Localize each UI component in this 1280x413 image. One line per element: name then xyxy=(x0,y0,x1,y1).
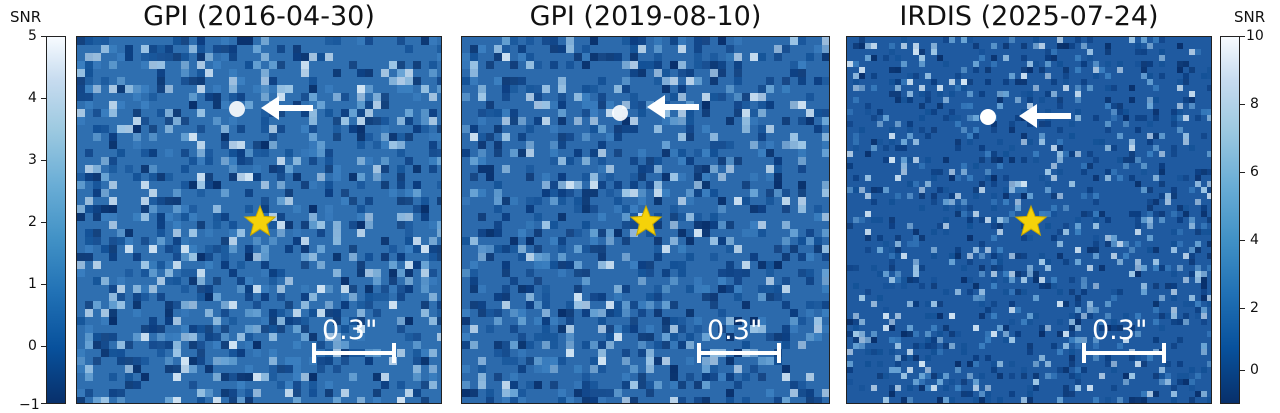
colorbar-right-tick: 6 xyxy=(1250,164,1259,180)
scale-bar xyxy=(1082,343,1166,363)
companion-source xyxy=(229,101,245,117)
companion-source xyxy=(980,109,996,125)
snr-noise-map xyxy=(77,37,441,403)
colorbar-left-tick: −1 xyxy=(19,397,40,413)
arrow-left-icon xyxy=(647,95,699,119)
colorbar-right-tick: 0 xyxy=(1250,362,1259,378)
star-icon xyxy=(1014,204,1048,237)
colorbar-left-tick: 0 xyxy=(28,338,37,354)
snr-noise-map xyxy=(462,37,829,403)
image-panel-1: 0.3" xyxy=(76,36,442,404)
colorbar-right-tick: 8 xyxy=(1250,96,1259,112)
colorbar-right-tick: 4 xyxy=(1250,232,1259,248)
scale-bar-label: 0.3" xyxy=(1092,315,1148,346)
arrow-left-icon xyxy=(261,96,313,120)
colorbar-left-tick: 5 xyxy=(28,28,37,44)
panel-3-title: IRDIS (2025-07-24) xyxy=(899,1,1159,32)
companion-source xyxy=(612,105,628,121)
colorbar-right-label: SNR xyxy=(1234,8,1266,26)
panel-2-title: GPI (2019-08-10) xyxy=(529,1,762,32)
scale-bar xyxy=(697,343,781,363)
scale-bar xyxy=(312,343,396,363)
image-panel-2: 0.3" xyxy=(461,36,830,404)
colorbar-left-tick: 2 xyxy=(28,214,37,230)
scale-bar-label: 0.3" xyxy=(322,315,378,346)
colorbar-left-label: SNR xyxy=(10,8,42,26)
star-icon xyxy=(629,204,663,237)
colorbar-right xyxy=(1220,36,1240,404)
scale-bar-label: 0.3" xyxy=(707,315,763,346)
colorbar-right-tick: 10 xyxy=(1246,28,1264,44)
colorbar-left xyxy=(46,36,66,404)
colorbar-right-tick: 2 xyxy=(1250,300,1259,316)
panel-1-title: GPI (2016-04-30) xyxy=(143,1,375,32)
image-panel-3: 0.3" xyxy=(846,36,1212,404)
colorbar-left-tick: 3 xyxy=(28,152,37,168)
colorbar-left-tick: 4 xyxy=(28,90,37,106)
colorbar-left-tick: 1 xyxy=(28,276,37,292)
arrow-left-icon xyxy=(1019,104,1071,128)
star-icon xyxy=(243,204,277,237)
